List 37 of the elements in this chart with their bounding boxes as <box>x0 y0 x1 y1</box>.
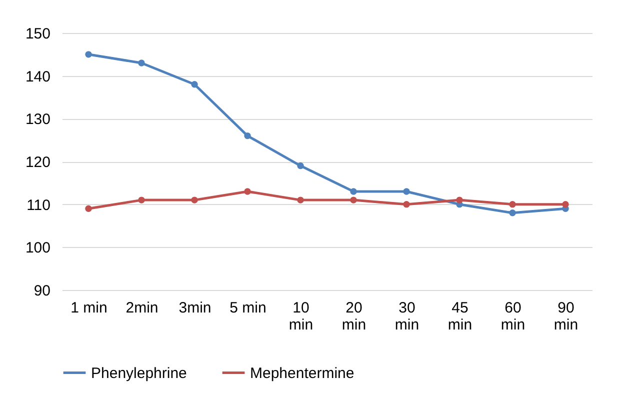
point <box>509 210 516 216</box>
point <box>297 162 304 170</box>
point <box>562 200 569 208</box>
point <box>191 81 198 88</box>
point <box>297 196 304 204</box>
point <box>403 188 410 195</box>
point <box>191 196 198 204</box>
y-tick-label: 110 <box>26 196 50 214</box>
y-tick-label: 120 <box>25 154 50 171</box>
x-tick-label: 5 min <box>230 300 266 316</box>
x-tick-label: 20 min <box>342 300 366 334</box>
point <box>350 188 357 195</box>
y-tick-label: 150 <box>25 26 50 42</box>
point <box>350 196 357 204</box>
point <box>138 60 145 66</box>
point <box>509 200 516 208</box>
y-tick-label: 140 <box>25 68 50 86</box>
x-tick-label: 1 min <box>70 300 108 316</box>
x-tick-label: 90 min <box>554 300 578 334</box>
x-tick-label: 2min <box>126 300 158 316</box>
point <box>85 51 92 58</box>
point <box>85 205 92 212</box>
legend-label: Mephentermine <box>250 364 354 382</box>
point <box>138 196 145 204</box>
x-tick-label: 60 min <box>500 300 526 334</box>
point <box>244 188 251 195</box>
x-tick-label: 10 min <box>288 300 314 334</box>
point <box>403 200 410 208</box>
x-tick-label: 3min <box>178 300 212 316</box>
x-tick-label: 30 min <box>394 300 420 334</box>
y-tick-label: 100 <box>25 240 50 257</box>
x-tick-label: 45 min <box>448 300 472 334</box>
point <box>244 132 251 140</box>
point <box>456 196 463 204</box>
legend-label: Phenylephrine <box>91 364 187 382</box>
y-tick-label: 130 <box>25 111 50 128</box>
y-tick-label: 90 <box>34 282 50 300</box>
